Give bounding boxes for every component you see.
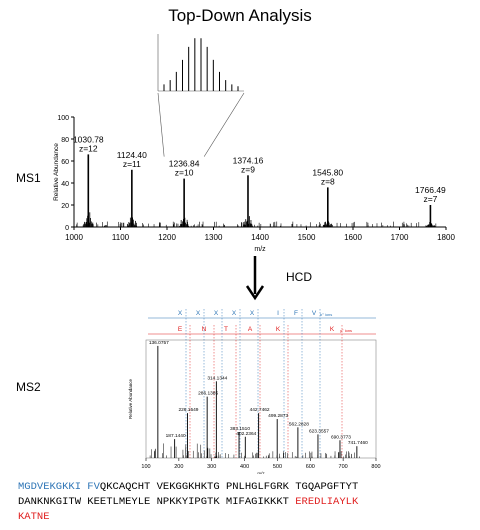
- ms2-peak-label: 226.1549: [178, 407, 198, 413]
- ms2-x-tick-label: 600: [306, 464, 315, 470]
- ms2-peak-label: 383.1510: [230, 426, 250, 432]
- ms2-peak-label: 499.2873: [268, 413, 288, 419]
- page-title: Top-Down Analysis: [168, 6, 312, 25]
- ms2-peak-label: 690.3773: [331, 434, 351, 440]
- ms1-peak-charge-label: z=8: [321, 176, 335, 186]
- sequence-line-2-main: DANKNKGITW KEETLMEYLE NPKKYIPGTK MIFAGIK…: [18, 496, 296, 508]
- ms1-x-tick-label: 1000: [65, 233, 83, 242]
- ms2-peak-label: 286.1385: [198, 391, 218, 397]
- ms1-y-tick-label: 60: [61, 159, 69, 166]
- ms1-x-tick-label: 1100: [112, 233, 130, 242]
- ms1-axes: 1000 1100 1200 1300 1400 1500 1600 1700 1800 0 20 4…: [53, 115, 455, 253]
- ms2-peak-label: 562.2828: [289, 421, 309, 427]
- ms2-spectrum: 100 200 300 400 500 600 700 800 m/z Relative Abun…: [128, 309, 381, 474]
- ms1-x-axis-label: m/z: [254, 246, 266, 253]
- sequence-line-1: MGDVEKGKKI FVQKCAQCHT VEKGGKHKTG PNLHGLF…: [18, 481, 358, 493]
- ms1-x-tick-label: 1600: [344, 233, 362, 242]
- b-ion-letter: V: [312, 310, 317, 317]
- ms1-peak-mz-label: 1766.49: [415, 185, 446, 195]
- b-ion-letter: X: [214, 310, 219, 317]
- ms2-peak-label: 623.3557: [309, 428, 329, 434]
- ms1-peak-charge-label: z=11: [123, 159, 141, 169]
- ms1-peak-charge-label: z=12: [79, 143, 98, 153]
- b-ion-letter: X: [178, 310, 183, 317]
- ms2-peak-label: 442.7462: [250, 407, 270, 413]
- b-ion-letter: X: [232, 310, 237, 317]
- ms1-y-axis-label: Relative Abundance: [53, 143, 60, 201]
- ms1-peak-charge-label: z=9: [241, 164, 255, 174]
- ms2-y-axis-label: Relative Abundance: [128, 378, 133, 419]
- sequence-line-3: KATNE: [18, 511, 50, 523]
- ms2-peak-label: 187.1440: [166, 433, 186, 439]
- sequence-line-2: DANKNKGITW KEETLMEYLE NPKKYIPGTK MIFAGIK…: [18, 496, 358, 508]
- ms1-peak-mz-label: 1374.16: [233, 155, 264, 165]
- y-ion-letter: K: [276, 326, 281, 333]
- ms2-axes: 100 200 300 400 500 600 700 800 m/z Relative Abun…: [128, 339, 381, 474]
- ms1-x-tick-label: 1500: [298, 233, 316, 242]
- ms2-x-tick-label: 100: [141, 464, 150, 470]
- ms2-x-tick-label: 200: [174, 464, 183, 470]
- y-ion-letter: E: [178, 326, 183, 333]
- ms1-spectrum: 1000 1100 1200 1300 1400 1500 1600 1700 1800 0 20 4…: [53, 34, 455, 253]
- ms2-x-tick-label: 700: [339, 464, 348, 470]
- ms2-peak-label: 402.2364: [236, 431, 256, 437]
- y-ion-letter: N: [202, 326, 207, 333]
- ms1-noise: [76, 212, 437, 227]
- ms2-plot-frame: [145, 339, 377, 459]
- ms1-x-tick-label: 1800: [437, 233, 455, 242]
- sequence-covered-n-term: MGDVEKGKKI FV: [18, 481, 100, 493]
- ms1-peak-mz-label: 1236.84: [169, 159, 200, 169]
- ms1-peak-charge-label: z=7: [423, 194, 437, 204]
- ms2-peaks: 136.0757 187.1440 226.1549 286.1385 314.1344…: [149, 340, 368, 458]
- sequence-line-1-rest: QKCAQCHT VEKGGKHKTG PNLHGLFGRK TGQAPGFTY…: [99, 481, 359, 493]
- ms1-peak-charge-label: z=10: [175, 168, 194, 178]
- ms2-peak-label: 741.7460: [348, 440, 368, 446]
- ms1-x-tick-label: 1200: [158, 233, 176, 242]
- ms2-x-tick-label: 300: [207, 464, 216, 470]
- ms1-y-tick-label: 40: [61, 181, 69, 188]
- ms1-y-tick-label: 0: [65, 225, 69, 232]
- inset-zoom-line-left: [157, 92, 165, 157]
- b-ion-letter: I: [277, 310, 279, 317]
- ms2-label: MS2: [16, 380, 41, 394]
- ms2-x-tick-label: 500: [273, 464, 282, 470]
- ms1-isotope-inset: [157, 34, 245, 157]
- ms2-x-axis-label: m/z: [257, 471, 265, 474]
- ms1-peak-mz-label: 1124.40: [117, 150, 147, 160]
- ms1-label: MS1: [16, 171, 41, 185]
- inset-zoom-line-right: [203, 92, 245, 157]
- y-ion-letter: T: [224, 326, 228, 333]
- ms1-x-tick-label: 1400: [251, 233, 269, 242]
- ms1-peaks: 1030.78z=12 1124.40z=11 1236.84z=10 1374.16…: [73, 134, 446, 227]
- ms1-y-tick-label: 80: [61, 137, 69, 144]
- ms2-peak-label: 136.0757: [149, 340, 169, 346]
- y-ion-legend: y° ions: [340, 328, 352, 333]
- b-ion-letter: F: [294, 310, 298, 317]
- y-ion-letter: A: [248, 326, 253, 333]
- down-arrow-icon: [245, 256, 265, 301]
- ms1-x-tick-label: 1700: [391, 233, 409, 242]
- hcd-label: HCD: [286, 270, 312, 284]
- ms1-x-tick-label: 1300: [205, 233, 223, 242]
- ms2-x-tick-label: 400: [240, 464, 249, 470]
- b-ion-legend: b° ions: [320, 312, 332, 317]
- b-ion-letter: X: [196, 310, 201, 317]
- ms1-y-tick-label: 100: [57, 115, 69, 122]
- ms1-y-tick-label: 20: [61, 203, 69, 210]
- ms1-peak-mz-label: 1545.80: [312, 167, 343, 177]
- b-ion-letter: X: [250, 310, 255, 317]
- ms2-x-tick-label: 800: [371, 464, 380, 470]
- ms1-peak-mz-label: 1030.78: [73, 134, 104, 144]
- sequence-covered-c-term: EREDLIAYLK: [295, 496, 359, 508]
- y-ion-letter: K: [330, 326, 335, 333]
- ms2-peak-label: 314.1344: [207, 375, 227, 381]
